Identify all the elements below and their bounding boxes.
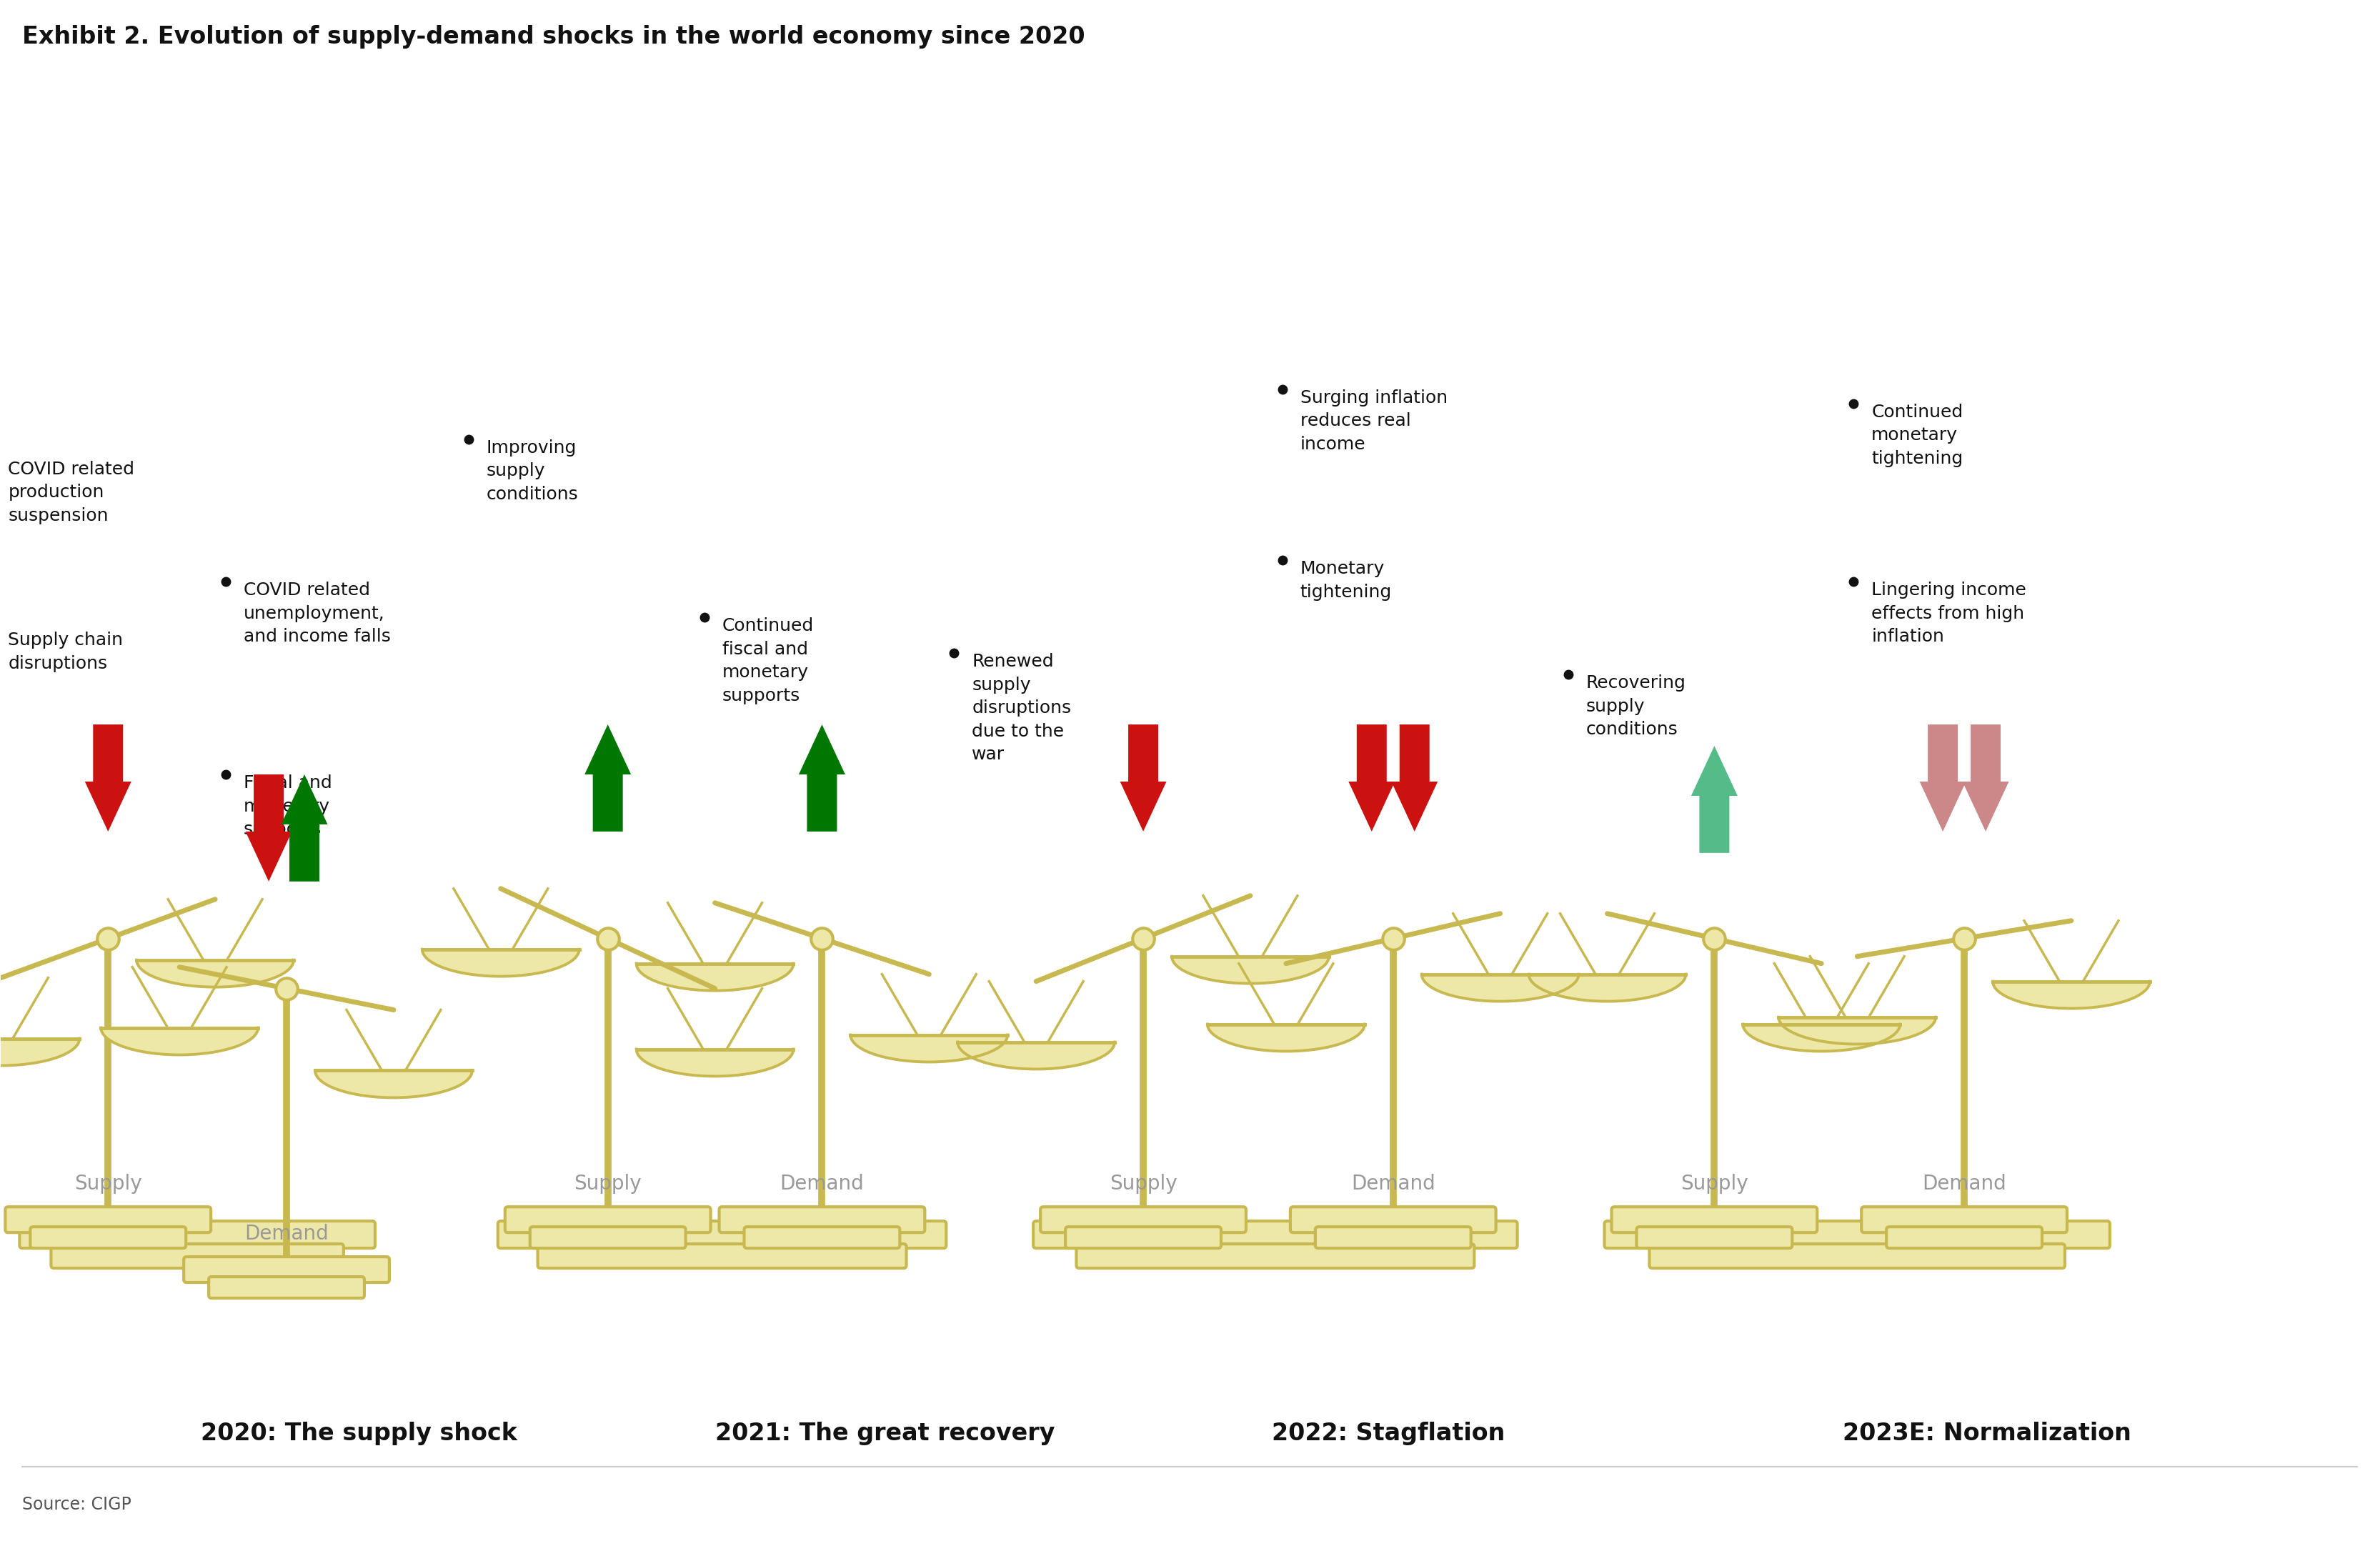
Text: Supply chain
disruptions: Supply chain disruptions (7, 632, 124, 673)
FancyBboxPatch shape (1604, 1221, 2109, 1248)
FancyBboxPatch shape (531, 1228, 685, 1248)
FancyBboxPatch shape (183, 1257, 390, 1283)
Polygon shape (0, 1039, 79, 1065)
FancyArrow shape (1963, 725, 2009, 832)
FancyBboxPatch shape (1887, 1228, 2042, 1248)
FancyBboxPatch shape (538, 1245, 907, 1268)
FancyBboxPatch shape (1076, 1245, 1473, 1268)
Polygon shape (100, 1028, 257, 1054)
Text: Exhibit 2. Evolution of supply-demand shocks in the world economy since 2020: Exhibit 2. Evolution of supply-demand sh… (21, 25, 1085, 49)
Text: Supply: Supply (574, 1173, 643, 1194)
Text: Monetary
tightening: Monetary tightening (1299, 560, 1392, 601)
Text: Continued
fiscal and
monetary
supports: Continued fiscal and monetary supports (721, 617, 814, 705)
Text: 2021: The great recovery: 2021: The great recovery (714, 1421, 1054, 1446)
FancyBboxPatch shape (1649, 1245, 2066, 1268)
Text: Supply: Supply (74, 1173, 143, 1194)
FancyBboxPatch shape (19, 1221, 376, 1248)
Polygon shape (1742, 1023, 1899, 1051)
Text: Fiscal and
monetary
supports: Fiscal and monetary supports (243, 775, 333, 838)
Polygon shape (1778, 1017, 1935, 1044)
FancyBboxPatch shape (497, 1221, 947, 1248)
FancyBboxPatch shape (209, 1277, 364, 1299)
Text: Demand: Demand (245, 1224, 328, 1245)
Text: Supply: Supply (1109, 1173, 1178, 1194)
Polygon shape (1528, 974, 1685, 1002)
Text: Demand: Demand (781, 1173, 864, 1194)
Text: Source: CIGP: Source: CIGP (21, 1495, 131, 1514)
FancyArrow shape (585, 725, 631, 832)
FancyArrow shape (1392, 725, 1438, 832)
Polygon shape (1171, 957, 1328, 983)
Polygon shape (421, 949, 578, 977)
FancyArrow shape (86, 725, 131, 832)
FancyBboxPatch shape (1861, 1207, 2068, 1232)
FancyArrow shape (1921, 725, 1966, 832)
FancyBboxPatch shape (1033, 1221, 1518, 1248)
FancyBboxPatch shape (31, 1228, 186, 1248)
Text: Continued
monetary
tightening: Continued monetary tightening (1871, 404, 1963, 467)
Polygon shape (957, 1042, 1114, 1070)
FancyBboxPatch shape (1066, 1228, 1221, 1248)
Polygon shape (850, 1034, 1007, 1062)
FancyBboxPatch shape (1290, 1207, 1497, 1232)
FancyBboxPatch shape (50, 1245, 343, 1268)
Text: COVID related
unemployment,
and income falls: COVID related unemployment, and income f… (243, 581, 390, 645)
FancyArrow shape (1121, 725, 1166, 832)
Polygon shape (635, 1050, 793, 1076)
Polygon shape (1421, 974, 1578, 1002)
Text: 2020: The supply shock: 2020: The supply shock (200, 1421, 516, 1446)
FancyBboxPatch shape (719, 1207, 926, 1232)
FancyBboxPatch shape (5, 1207, 212, 1232)
FancyArrow shape (1692, 745, 1737, 853)
Text: Demand: Demand (1352, 1173, 1435, 1194)
FancyBboxPatch shape (505, 1207, 712, 1232)
Text: Recovering
supply
conditions: Recovering supply conditions (1585, 674, 1685, 737)
FancyArrow shape (245, 775, 293, 881)
Text: Surging inflation
reduces real
income: Surging inflation reduces real income (1299, 390, 1447, 453)
FancyArrow shape (281, 775, 328, 881)
Polygon shape (314, 1070, 471, 1098)
Polygon shape (635, 963, 793, 991)
Polygon shape (1992, 982, 2149, 1008)
Text: Demand: Demand (1923, 1173, 2006, 1194)
Text: 2022: Stagflation: 2022: Stagflation (1271, 1421, 1504, 1446)
Text: Renewed
supply
disruptions
due to the
war: Renewed supply disruptions due to the wa… (971, 652, 1071, 764)
Polygon shape (1207, 1023, 1364, 1051)
Text: Supply: Supply (1680, 1173, 1749, 1194)
FancyBboxPatch shape (1040, 1207, 1247, 1232)
FancyBboxPatch shape (1316, 1228, 1471, 1248)
Text: Lingering income
effects from high
inflation: Lingering income effects from high infla… (1871, 581, 2025, 645)
FancyBboxPatch shape (1637, 1228, 1792, 1248)
FancyArrow shape (800, 725, 845, 832)
FancyBboxPatch shape (1611, 1207, 1818, 1232)
FancyBboxPatch shape (745, 1228, 900, 1248)
Text: 2023E: Normalization: 2023E: Normalization (1842, 1421, 2132, 1446)
Text: Improving
supply
conditions: Improving supply conditions (486, 439, 578, 502)
FancyArrow shape (1349, 725, 1395, 832)
Text: COVID related
production
suspension: COVID related production suspension (7, 461, 136, 524)
Polygon shape (136, 960, 293, 986)
